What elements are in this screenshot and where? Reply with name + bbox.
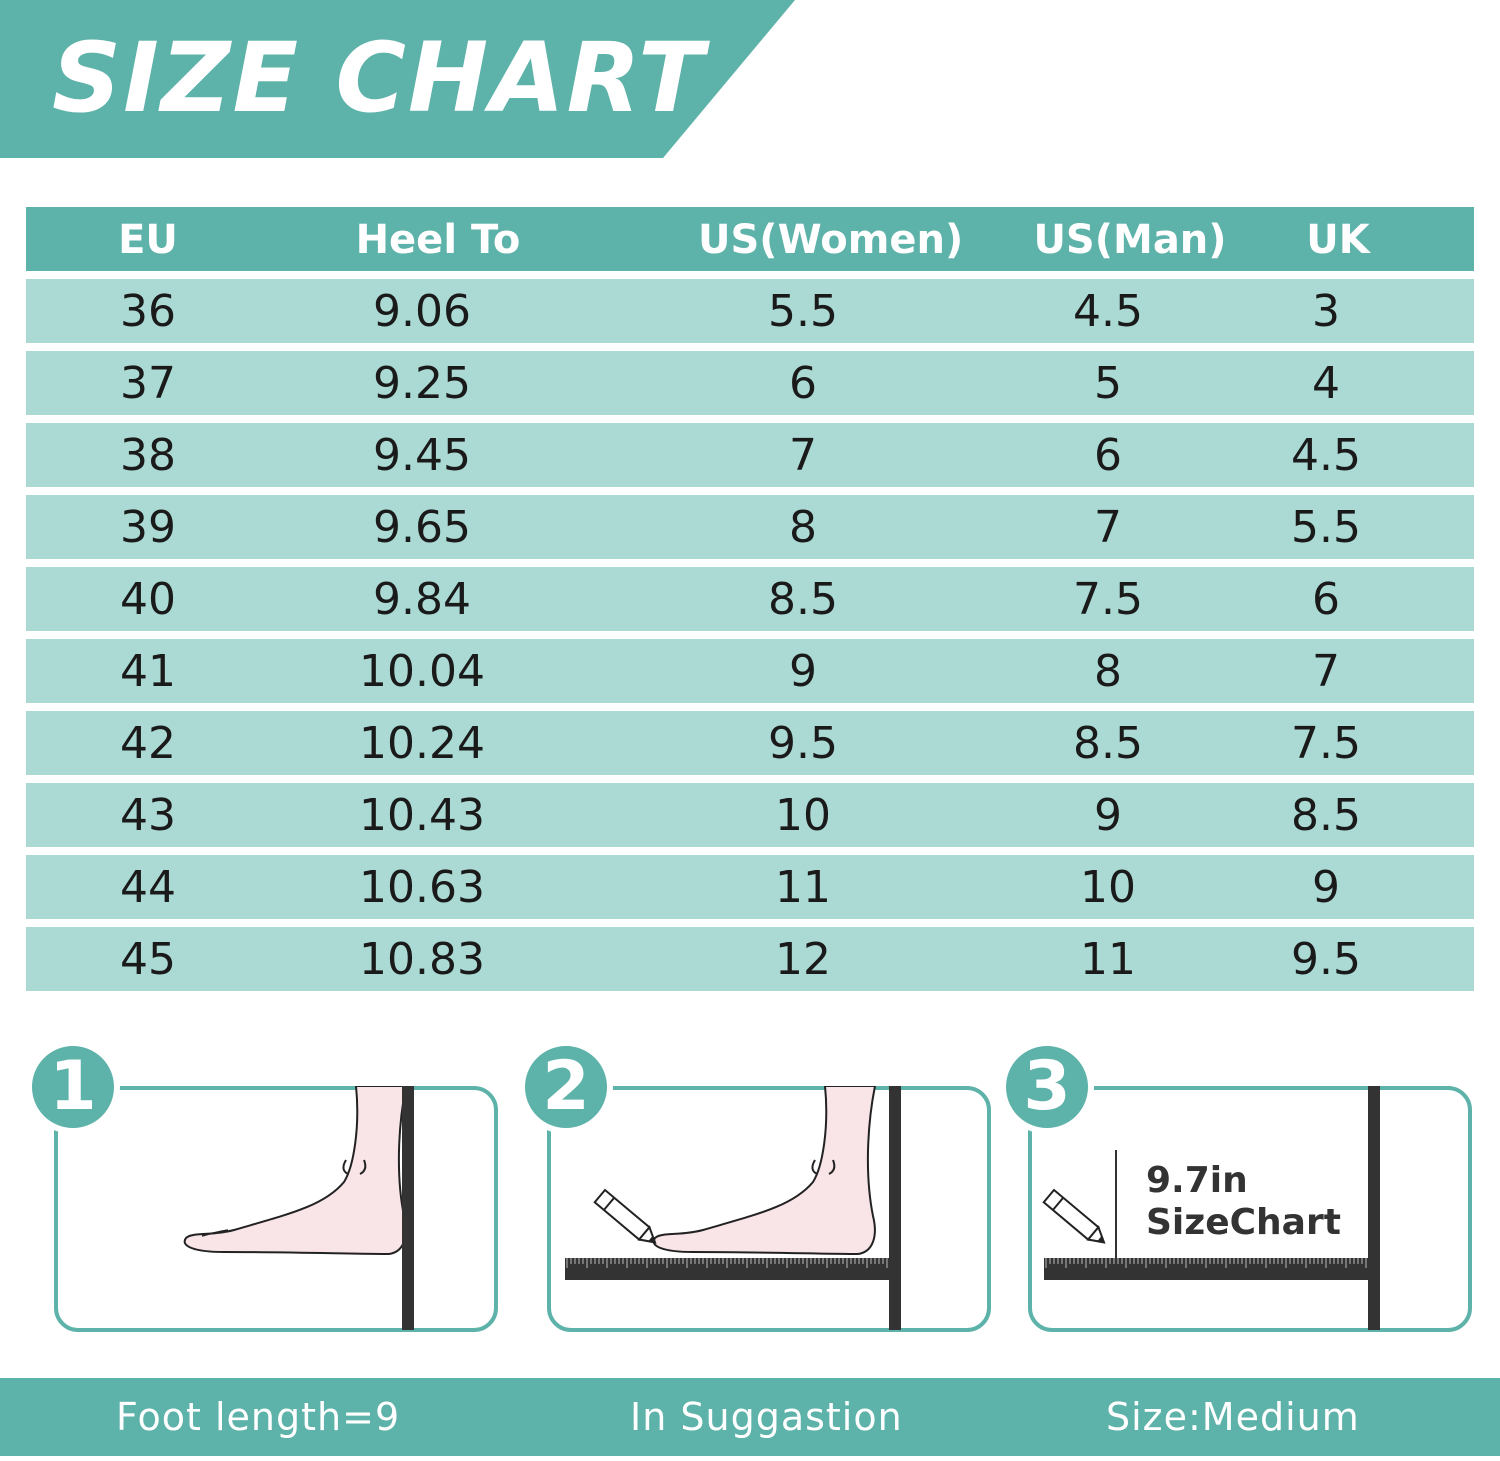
cell-eu: 36: [120, 286, 176, 337]
cell-uk: 8.5: [1291, 790, 1361, 841]
cell-us-man: 4.5: [1073, 286, 1143, 337]
cell-us-women: 9.5: [768, 718, 838, 769]
table-row: 44 10.63 11 10 9: [26, 855, 1474, 919]
cell-heel-to-toe: 9.06: [373, 286, 471, 337]
cell-us-man: 7.5: [1073, 574, 1143, 625]
header-uk: UK: [1306, 217, 1370, 263]
table-row: 40 9.84 8.5 7.5 6: [26, 567, 1474, 631]
cell-eu: 37: [120, 358, 176, 409]
wall-icon: [889, 1086, 901, 1330]
cell-heel-to-toe: 10.63: [359, 862, 485, 913]
footer-bar: Foot length=9 In Suggastion Size:Medium: [0, 1378, 1500, 1456]
cell-heel-to-toe: 10.04: [359, 646, 485, 697]
table-row: 45 10.83 12 11 9.5: [26, 927, 1474, 991]
cell-eu: 38: [120, 430, 176, 481]
foot-icon: [652, 1086, 877, 1256]
cell-eu: 41: [120, 646, 176, 697]
foot-icon: [183, 1086, 408, 1256]
table-row: 43 10.43 10 9 8.5: [26, 783, 1474, 847]
step-2-panel: 2: [519, 1036, 991, 1336]
header-heel-to-toe: Heel To Toe(IN): [355, 217, 521, 329]
measurement-label: SizeChart: [1146, 1202, 1341, 1243]
cell-uk: 9: [1312, 862, 1340, 913]
header-us-women: US(Women): [698, 217, 964, 263]
step-number-1: 1: [26, 1040, 120, 1134]
cell-us-women: 8: [789, 502, 817, 553]
table-row: 42 10.24 9.5 8.5 7.5: [26, 711, 1474, 775]
header-us-man: US(Man): [1033, 217, 1227, 263]
table-row: 36 9.06 5.5 4.5 3: [26, 279, 1474, 343]
step-2-illustration: [565, 1086, 901, 1330]
table-header: EU Heel To Toe(IN) US(Women) US(Man) UK: [26, 207, 1474, 329]
cell-eu: 44: [120, 862, 176, 913]
step-3-illustration: [1042, 1086, 1380, 1330]
header-eu: EU: [118, 217, 178, 263]
cell-uk: 7.5: [1291, 718, 1361, 769]
cell-heel-to-toe: 9.65: [373, 502, 471, 553]
cell-us-women: 11: [775, 862, 831, 913]
cell-eu: 39: [120, 502, 176, 553]
banner-shape: [0, 0, 795, 158]
step-frame: [1028, 1086, 1472, 1332]
cell-eu: 40: [120, 574, 176, 625]
cell-us-man: 6: [1094, 430, 1122, 481]
cell-us-man: 8: [1094, 646, 1122, 697]
cell-uk: 7: [1312, 646, 1340, 697]
step-number-2: 2: [519, 1040, 613, 1134]
cell-uk: 5.5: [1291, 502, 1361, 553]
cell-us-women: 5.5: [768, 286, 838, 337]
cell-us-women: 8.5: [768, 574, 838, 625]
cell-us-women: 10: [775, 790, 831, 841]
step-1-panel: 1: [26, 1036, 498, 1336]
cell-eu: 45: [120, 934, 176, 985]
step-number-3: 3: [1000, 1040, 1094, 1134]
cell-eu: 43: [120, 790, 176, 841]
ruler-icon: [565, 1258, 891, 1280]
cell-us-man: 5: [1094, 358, 1122, 409]
table-row: 38 9.45 7 6 4.5: [26, 423, 1474, 487]
cell-us-man: 8.5: [1073, 718, 1143, 769]
cell-us-women: 6: [789, 358, 817, 409]
ruler-icon: [1044, 1258, 1374, 1280]
cell-heel-to-toe: 9.45: [373, 430, 471, 481]
cell-uk: 9.5: [1291, 934, 1361, 985]
cell-uk: 3: [1312, 286, 1340, 337]
pencil-icon: [593, 1188, 657, 1244]
title-banner: SIZE CHART: [0, 0, 795, 158]
foot-length-text: Foot length=9: [116, 1395, 401, 1439]
wall-icon: [1368, 1086, 1380, 1330]
suggestion-text: In Suggastion: [630, 1395, 903, 1439]
step-1-illustration: [183, 1086, 414, 1330]
measurement-value: 9.7in: [1146, 1160, 1248, 1201]
cell-heel-to-toe: 10.83: [359, 934, 485, 985]
cell-uk: 4.5: [1291, 430, 1361, 481]
cell-eu: 42: [120, 718, 176, 769]
cell-us-women: 12: [775, 934, 831, 985]
table-row: 37 9.25 6 5 4: [26, 351, 1474, 415]
cell-heel-to-toe: 10.24: [359, 718, 485, 769]
wall-icon: [402, 1086, 414, 1330]
cell-us-women: 7: [789, 430, 817, 481]
table-row: 39 9.65 8 7 5.5: [26, 495, 1474, 559]
table-body: 36 9.06 5.5 4.5 3 37 9.25 6 5 4 38 9.45 7 6 4.5 39 9.65 8…: [26, 279, 1474, 991]
cell-us-man: 7: [1094, 502, 1122, 553]
cell-heel-to-toe: 10.43: [359, 790, 485, 841]
cell-us-man: 11: [1080, 934, 1136, 985]
cell-us-man: 9: [1094, 790, 1122, 841]
cell-uk: 6: [1312, 574, 1340, 625]
size-text: Size:Medium: [1106, 1395, 1360, 1439]
cell-us-women: 9: [789, 646, 817, 697]
cell-heel-to-toe: 9.25: [373, 358, 471, 409]
cell-us-man: 10: [1080, 862, 1136, 913]
pencil-icon: [1042, 1188, 1106, 1244]
cell-heel-to-toe: 9.84: [373, 574, 471, 625]
step-3-panel: 9.7in SizeChart 3: [1000, 1036, 1472, 1336]
cell-uk: 4: [1312, 358, 1340, 409]
size-table: EU Heel To Toe(IN) US(Women) US(Man) UK …: [26, 207, 1474, 999]
step-frame: [54, 1086, 498, 1332]
table-row: 41 10.04 9 8 7: [26, 639, 1474, 703]
page-title: SIZE CHART: [52, 22, 706, 134]
